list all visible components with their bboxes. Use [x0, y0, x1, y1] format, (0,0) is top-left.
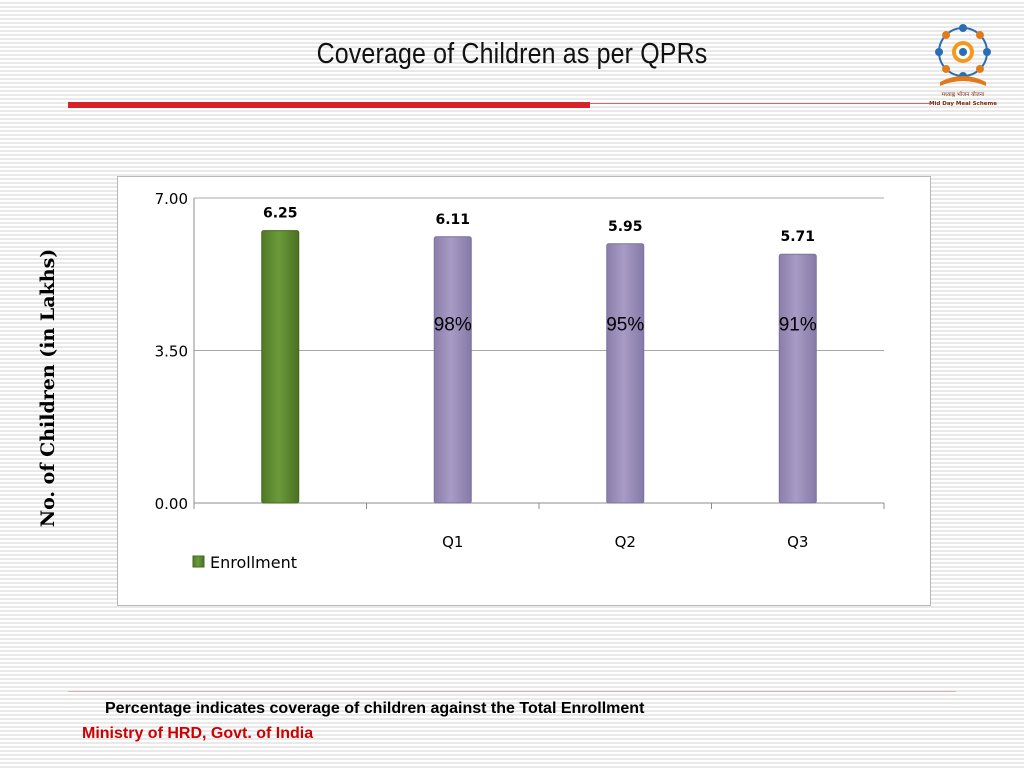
data-label: 5.71 [780, 229, 815, 245]
y-tick-label: 3.50 [155, 343, 188, 361]
x-tick-label: Q3 [787, 533, 808, 551]
y-tick-label: 7.00 [155, 190, 188, 208]
mid-day-meal-logo-icon: मध्याह्न भोजन योजना Mid Day Meal Scheme [929, 24, 997, 107]
svg-text:मध्याह्न भोजन योजना: मध्याह्न भोजन योजना [942, 91, 985, 98]
bar-q3 [778, 253, 817, 504]
x-tick-label: Q2 [615, 533, 636, 551]
y-tick-label: 0.00 [155, 495, 188, 513]
title-underline-red [68, 102, 590, 108]
source-credit: Ministry of HRD, Govt. of India [82, 725, 314, 742]
data-label: 6.11 [435, 212, 470, 228]
x-tick-label: Q1 [442, 533, 463, 551]
coverage-percent-label: 95% [606, 315, 644, 336]
coverage-percent-label: 98% [434, 315, 472, 336]
bar-q2 [606, 243, 645, 504]
title-underline-thin [590, 103, 930, 104]
svg-text:Mid Day Meal Scheme: Mid Day Meal Scheme [929, 101, 997, 107]
footnote: Percentage indicates coverage of childre… [105, 700, 645, 717]
bar-enrollment [261, 230, 300, 504]
bar-chart: 0.00 3.50 7.00 6.25 6.11 98% Q1 5.95 95% Q2 5.71 91… [155, 190, 885, 572]
y-axis-title-text: No. of Children (in Lakhs) [37, 248, 59, 528]
data-label: 5.95 [608, 219, 643, 235]
slide-title: Coverage of Children as per QPRs [316, 38, 708, 70]
legend-swatch-enrollment [192, 555, 205, 568]
data-label: 6.25 [263, 206, 298, 222]
legend-label-enrollment: Enrollment [210, 553, 297, 572]
bar-q1 [433, 236, 472, 504]
coverage-percent-label: 91% [779, 315, 817, 336]
footer-divider [68, 691, 956, 692]
